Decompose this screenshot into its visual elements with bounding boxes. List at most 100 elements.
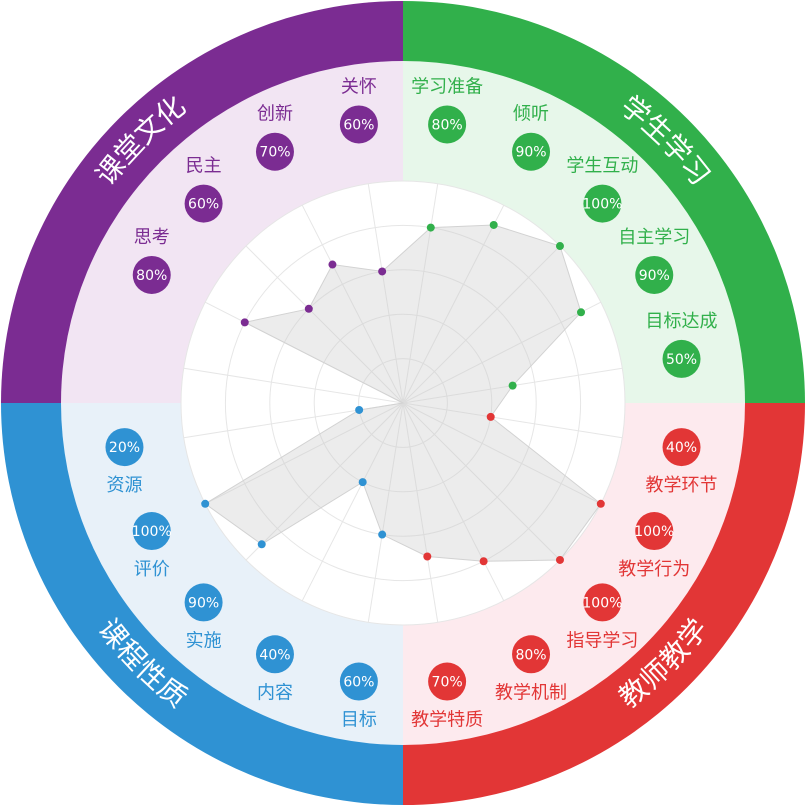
value-badge: 70% — [255, 132, 294, 171]
value-label: 20% — [109, 440, 140, 456]
value-label: 60% — [343, 675, 374, 691]
value-badge: 100% — [582, 583, 622, 622]
radar-point — [423, 552, 432, 561]
grid-spoke — [402, 402, 602, 505]
dimension-label: 学习准备 — [411, 76, 483, 97]
value-label: 90% — [188, 595, 219, 611]
value-badge: 50% — [662, 339, 701, 378]
value-badge: 80% — [428, 105, 467, 144]
value-badge: 90% — [512, 132, 551, 171]
dimension-label: 关怀 — [341, 76, 377, 97]
value-badge: 100% — [634, 512, 674, 551]
dimension-label: 实施 — [186, 630, 222, 651]
grid-spoke — [402, 402, 561, 561]
grid-spoke — [402, 301, 602, 404]
value-label: 100% — [132, 524, 172, 540]
radar-points — [201, 220, 605, 566]
dimension-label: 内容 — [257, 682, 293, 703]
radar-point — [555, 555, 564, 564]
value-badge: 40% — [255, 635, 294, 674]
radar-grid — [180, 180, 626, 626]
value-label: 80% — [432, 117, 463, 133]
radar-point — [486, 412, 495, 421]
dimension-label: 教学行为 — [618, 559, 690, 580]
dimension-label: 思考 — [134, 227, 170, 248]
value-badge: 60% — [339, 105, 378, 144]
value-badge: 100% — [132, 512, 172, 551]
radar-point — [426, 223, 435, 232]
value-label: 60% — [188, 197, 219, 213]
radar-point — [378, 530, 387, 539]
radar-point — [201, 499, 210, 508]
dimension-label: 资源 — [106, 475, 142, 496]
value-label: 60% — [343, 117, 374, 133]
value-badge: 60% — [184, 184, 223, 223]
dimension-label: 教学环节 — [646, 475, 718, 496]
value-label: 80% — [515, 647, 546, 663]
grid-ring — [224, 224, 582, 582]
value-label: 70% — [432, 675, 463, 691]
radar-point — [508, 381, 517, 390]
grid-spoke — [367, 402, 404, 623]
grid-ring — [358, 358, 448, 448]
dimension-label: 自主学习 — [618, 227, 690, 248]
value-badge: 20% — [105, 428, 144, 467]
grid-spoke — [402, 402, 505, 602]
dimension-labels: 80% 学习准备 90% 倾听 100% 学生互动 90% 自主学习 50% 目标达成 40% 教学环… — [105, 76, 718, 731]
grid-ring — [313, 313, 493, 493]
dimension-label: 目标 — [341, 710, 377, 731]
grid-spoke — [301, 204, 404, 404]
value-badge: 90% — [635, 255, 674, 294]
radar-point — [555, 242, 564, 251]
radar-point — [304, 304, 313, 313]
radar-point — [240, 318, 249, 327]
value-label: 80% — [136, 268, 167, 284]
dimension-label: 教学特质 — [411, 710, 483, 731]
dimension-label: 指导学习 — [566, 630, 638, 651]
value-badge: 70% — [428, 662, 467, 701]
dimension-label: 民主 — [186, 156, 222, 177]
radar-point — [358, 478, 367, 487]
grid-spoke — [402, 402, 439, 623]
grid-spoke — [245, 402, 404, 561]
radar-point — [596, 499, 605, 508]
grid-spoke — [245, 245, 404, 404]
value-label: 90% — [639, 268, 670, 284]
radar-point — [257, 540, 266, 549]
value-label: 90% — [515, 145, 546, 161]
value-label: 50% — [666, 352, 697, 368]
value-label: 100% — [634, 524, 674, 540]
value-badge: 80% — [512, 635, 551, 674]
value-label: 70% — [259, 145, 290, 161]
radar-point — [328, 260, 337, 269]
grid-spoke — [301, 402, 404, 602]
dimension-label: 创新 — [257, 104, 293, 125]
radar-point — [355, 405, 364, 414]
grid-spoke — [367, 183, 404, 404]
grid-ring — [180, 180, 626, 626]
grid-spoke — [402, 402, 623, 439]
value-badge: 80% — [132, 255, 171, 294]
grid-spoke — [402, 183, 439, 404]
grid-spoke — [183, 367, 404, 404]
grid-spoke — [402, 245, 561, 404]
dimension-label: 倾听 — [513, 104, 549, 125]
dimension-label: 评价 — [134, 559, 170, 580]
grid-ring — [269, 269, 537, 537]
value-badge: 40% — [662, 428, 701, 467]
radar-point — [378, 267, 387, 276]
dimension-label: 教学机制 — [495, 682, 567, 703]
grid-spoke — [402, 204, 505, 404]
value-label: 40% — [666, 440, 697, 456]
radar-point — [577, 308, 586, 317]
value-label: 100% — [582, 197, 622, 213]
value-badge: 100% — [582, 184, 622, 223]
value-label: 100% — [582, 595, 622, 611]
value-badge: 90% — [184, 583, 223, 622]
dimension-label: 目标达成 — [646, 311, 718, 332]
radar-point — [489, 220, 498, 229]
radar-point — [479, 557, 488, 566]
dimension-label: 学生互动 — [566, 156, 638, 177]
value-label: 40% — [259, 647, 290, 663]
